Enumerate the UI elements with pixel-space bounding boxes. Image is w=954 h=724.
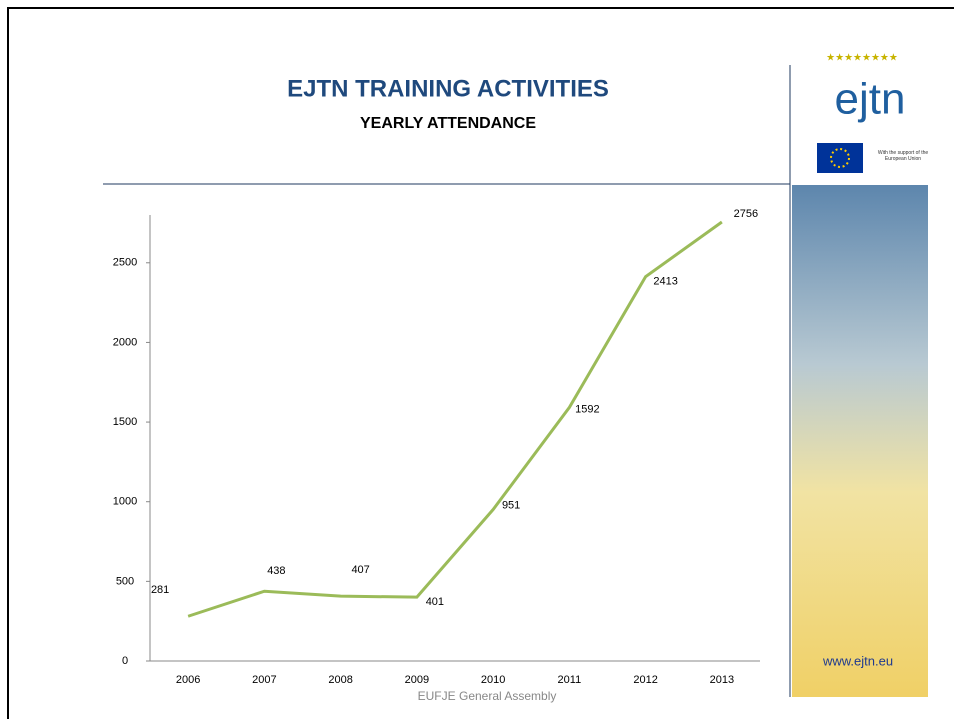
data-label: 2756 bbox=[734, 208, 758, 220]
y-tick-label: 0 bbox=[122, 655, 128, 667]
website: www.ejtn.eu bbox=[822, 653, 893, 668]
x-tick-label: 2012 bbox=[633, 674, 657, 686]
y-tick-label: 1500 bbox=[113, 416, 137, 428]
x-tick-label: 2006 bbox=[176, 674, 200, 686]
slide: EJTN TRAINING ACTIVITIES YEARLY ATTENDAN… bbox=[0, 0, 954, 719]
chart-title: EJTN TRAINING ACTIVITIES bbox=[287, 75, 609, 102]
page: EJTN TRAINING ACTIVITIES YEARLY ATTENDAN… bbox=[0, 0, 954, 724]
logo: ejtn bbox=[835, 75, 906, 124]
chart-subtitle: YEARLY ATTENDANCE bbox=[360, 115, 536, 132]
logo-stars: ★★★★★★★★ bbox=[826, 53, 898, 64]
x-tick-label: 2007 bbox=[252, 674, 276, 686]
x-tick-label: 2010 bbox=[481, 674, 505, 686]
side-panel bbox=[792, 185, 928, 697]
support-text: With the support of the European Union bbox=[868, 150, 938, 162]
data-label: 438 bbox=[267, 565, 285, 577]
y-tick-label: 2000 bbox=[113, 336, 137, 348]
y-tick-label: 1000 bbox=[113, 496, 137, 508]
data-label: 401 bbox=[426, 596, 444, 608]
line bbox=[188, 222, 722, 616]
eu-flag bbox=[817, 143, 863, 173]
x-tick-label: 2008 bbox=[328, 674, 352, 686]
y-tick-label: 500 bbox=[116, 575, 134, 587]
data-label: 1592 bbox=[575, 403, 599, 415]
data-label: 2413 bbox=[653, 276, 677, 288]
support-box: With the support of the European Union bbox=[868, 150, 938, 172]
footer: EUFJE General Assembly bbox=[418, 689, 557, 703]
x-tick-label: 2009 bbox=[405, 674, 429, 686]
y-tick-label: 2500 bbox=[113, 257, 137, 269]
data-label: 407 bbox=[351, 564, 369, 576]
data-label: 281 bbox=[151, 584, 169, 596]
x-tick-label: 2011 bbox=[558, 674, 582, 686]
data-label: 951 bbox=[502, 499, 520, 511]
x-tick-label: 2013 bbox=[710, 674, 734, 686]
